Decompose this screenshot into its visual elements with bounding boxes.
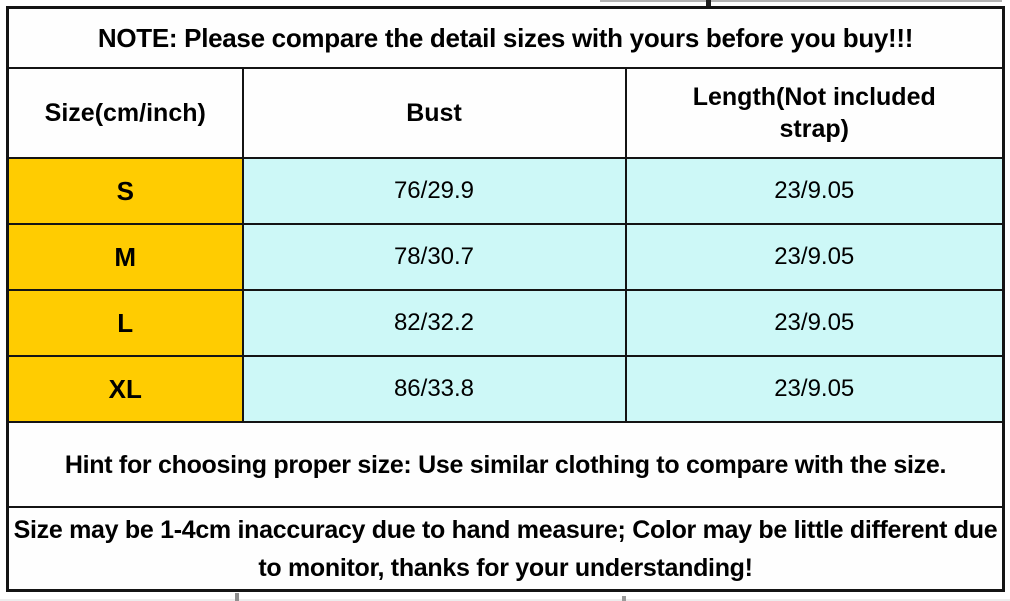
- measurement-value: 76/29.9: [241, 157, 627, 225]
- size-row-L: L 82/32.2 23/9.05: [6, 289, 1005, 357]
- crop-artifact-bottom-tick-left: [235, 593, 239, 601]
- header-bust-column: Bust: [241, 67, 627, 159]
- header-length-column: Length(Not included strap): [624, 67, 1005, 159]
- measurement-value: 23/9.05: [624, 157, 1005, 225]
- crop-artifact-top-tick: [706, 0, 711, 8]
- crop-artifact-top-hairline: [600, 0, 1002, 2]
- size-row-XL: XL 86/33.8 23/9.05: [6, 355, 1005, 423]
- size-label: S: [6, 157, 244, 225]
- note-row: NOTE: Please compare the detail sizes wi…: [6, 6, 1005, 69]
- measurement-value: 23/9.05: [624, 223, 1005, 291]
- measurement-value: 86/33.8: [241, 355, 627, 423]
- crop-artifact-bottom-tick-mid: [622, 596, 626, 601]
- size-row-S: S 76/29.9 23/9.05: [6, 157, 1005, 225]
- hint-text: Hint for choosing proper size: Use simil…: [6, 421, 1005, 508]
- crop-artifact-bottom-hairline: [0, 599, 1010, 601]
- note-text: NOTE: Please compare the detail sizes wi…: [6, 6, 1005, 69]
- size-chart-body: NOTE: Please compare the detail sizes wi…: [6, 6, 1005, 592]
- header-row: Size(cm/inch) Bust Length(Not included s…: [6, 67, 1005, 159]
- size-label: M: [6, 223, 244, 291]
- measurement-value: 78/30.7: [241, 223, 627, 291]
- hint-row: Hint for choosing proper size: Use simil…: [6, 421, 1005, 508]
- size-chart-table: NOTE: Please compare the detail sizes wi…: [6, 6, 1005, 592]
- size-label: L: [6, 289, 244, 357]
- measurement-value: 82/32.2: [241, 289, 627, 357]
- size-label: XL: [6, 355, 244, 423]
- measurement-value: 23/9.05: [624, 289, 1005, 357]
- disclaimer-text: Size may be 1-4cm inaccuracy due to hand…: [6, 506, 1005, 592]
- header-size-column: Size(cm/inch): [6, 67, 244, 159]
- disclaimer-row: Size may be 1-4cm inaccuracy due to hand…: [6, 506, 1005, 592]
- size-row-M: M 78/30.7 23/9.05: [6, 223, 1005, 291]
- measurement-value: 23/9.05: [624, 355, 1005, 423]
